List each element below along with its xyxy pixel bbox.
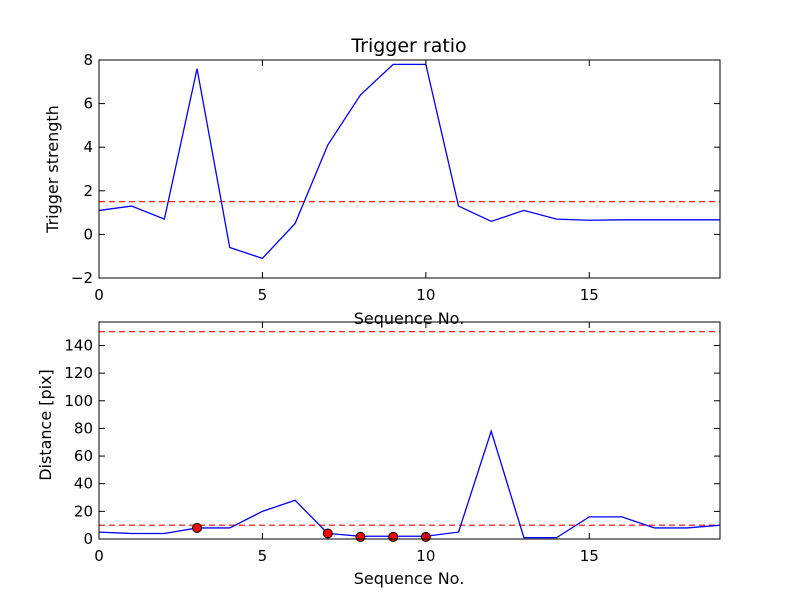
y-tick-label: 100 <box>64 392 93 410</box>
x-tick-label: 5 <box>258 286 268 304</box>
x-axis-label: Sequence No. <box>354 569 465 588</box>
y-tick-label: 2 <box>83 182 93 200</box>
y-tick-label: 20 <box>74 502 93 520</box>
y-tick-label: −2 <box>71 269 93 287</box>
y-axis-label: Trigger strength <box>43 105 62 234</box>
x-tick-label: 15 <box>580 286 599 304</box>
x-axis-label: Sequence No. <box>354 309 465 328</box>
x-tick-label: 10 <box>416 286 435 304</box>
x-tick-label: 5 <box>258 547 268 565</box>
x-tick-label: 0 <box>94 286 104 304</box>
data-point <box>388 531 399 542</box>
y-tick-label: 8 <box>83 51 93 69</box>
y-tick-label: 60 <box>74 447 93 465</box>
y-tick-label: 80 <box>74 419 93 437</box>
chart-distance: Sequence No. Distance [pix] 0 5 10 15 0 20 40 6… <box>36 321 721 588</box>
chart-trigger-ratio: Trigger ratio Sequence No. Trigger stren… <box>43 35 721 328</box>
x-tick-label: 0 <box>94 547 104 565</box>
data-point <box>322 528 333 539</box>
series-line <box>98 429 721 539</box>
chart-title: Trigger ratio <box>350 35 466 57</box>
y-tick-label: 120 <box>64 364 93 382</box>
y-tick-label: 6 <box>83 95 93 113</box>
series-line <box>98 63 720 260</box>
y-tick-label: 40 <box>74 475 93 493</box>
plot-area: 0 5 10 15 0 20 40 60 80 100 120 140 <box>64 321 721 565</box>
x-tick-label: 15 <box>580 547 599 565</box>
y-tick-label: 0 <box>83 530 93 548</box>
y-tick-label: 140 <box>64 336 93 354</box>
x-tick-label: 10 <box>416 547 435 565</box>
y-tick-label: 4 <box>83 138 93 156</box>
data-point <box>192 522 203 533</box>
plot-frame <box>98 59 721 279</box>
y-axis-label: Distance [pix] <box>36 369 55 481</box>
data-point <box>355 531 366 542</box>
plot-frame <box>98 321 721 540</box>
y-tick-label: 0 <box>83 225 93 243</box>
